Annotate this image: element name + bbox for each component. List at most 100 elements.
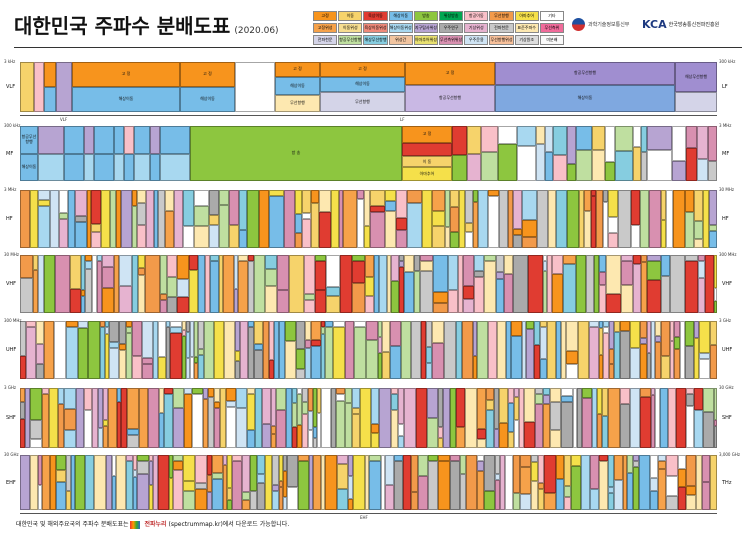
- allocation-cell: [603, 327, 609, 333]
- allocation-cell: [352, 408, 360, 414]
- allocation-cell: [686, 406, 694, 448]
- allocation-cell: [158, 455, 169, 510]
- allocation-cell: [647, 126, 672, 150]
- allocation-cell: [660, 388, 668, 448]
- allocation-cell: [102, 288, 114, 313]
- allocation-cell: [66, 321, 78, 327]
- allocation-cell: [540, 321, 547, 327]
- allocation-cell: [212, 455, 223, 473]
- allocation-cell: [420, 255, 433, 261]
- allocation-cell: [183, 190, 194, 226]
- allocation-cell: [543, 388, 550, 395]
- allocation-cell: [699, 359, 710, 379]
- allocation-cell: [658, 461, 666, 469]
- allocation-cell: [428, 461, 438, 510]
- allocation-cell: [30, 388, 42, 420]
- allocation-cell: [703, 388, 714, 412]
- allocation-cell: [325, 327, 333, 379]
- allocation-cell: [91, 224, 101, 232]
- allocation-cell: [498, 144, 517, 181]
- allocation-cell: [219, 190, 229, 205]
- allocation-cell: [556, 479, 564, 510]
- allocation-cell: [219, 205, 229, 248]
- allocation-cell: [226, 388, 236, 401]
- allocation-cell: [586, 255, 594, 313]
- allocation-cell: [448, 290, 458, 313]
- allocation-cell: [686, 495, 696, 510]
- allocation-cell: [247, 388, 255, 394]
- allocation-cell: [158, 357, 166, 379]
- allocation-cell: [44, 62, 56, 87]
- allocation-cell: [579, 190, 584, 248]
- allocation-cell: [333, 321, 345, 327]
- allocation-cell: [433, 303, 448, 313]
- allocation-cell: [207, 475, 212, 492]
- allocation-cell: [513, 493, 520, 510]
- allocation-cell: [474, 271, 484, 277]
- allocation-cell: [463, 299, 474, 313]
- allocation-cell: [116, 455, 126, 510]
- allocation-cell: [522, 321, 526, 379]
- allocation-cell: [254, 344, 263, 350]
- allocation-cell: [315, 261, 326, 290]
- allocation-cell: [651, 321, 655, 379]
- allocation-cell: [398, 436, 404, 448]
- allocation-cell: [38, 153, 64, 181]
- allocation-cell: [158, 190, 165, 248]
- allocation-cell: [20, 356, 26, 379]
- allocation-cell: [668, 388, 676, 448]
- allocation-cell: [627, 455, 633, 473]
- allocation-cell: [85, 455, 94, 510]
- allocation-cell: [536, 126, 545, 144]
- allocation-cell: [621, 255, 633, 261]
- allocation-cell: [56, 482, 66, 510]
- allocation-cell: [630, 348, 640, 379]
- allocation-cell: [428, 455, 438, 461]
- allocation-cell: [538, 483, 544, 489]
- allocation-cell: [703, 190, 709, 248]
- allocation-cell: [164, 388, 173, 394]
- allocation-cell: [535, 394, 543, 404]
- allocation-cell: [262, 388, 271, 424]
- allocation-cell: [649, 190, 661, 248]
- allocation-cell: 무선항행: [320, 92, 405, 112]
- allocation-cell: [78, 328, 88, 379]
- allocation-cell: [543, 261, 547, 271]
- allocation-cell: [348, 455, 353, 476]
- allocation-cell: [325, 455, 337, 510]
- legend-item: 전파천문: [489, 23, 514, 33]
- allocation-cell: [174, 190, 183, 248]
- allocation-cell: [132, 255, 138, 313]
- allocation-cell: [30, 439, 42, 448]
- allocation-cell: [56, 62, 72, 112]
- allocation-cell: [474, 277, 484, 313]
- allocation-cell: [166, 327, 170, 379]
- allocation-cell: [66, 455, 71, 491]
- allocation-cell: [495, 480, 500, 510]
- allocation-cell: [385, 455, 394, 485]
- allocation-cell: [703, 412, 714, 448]
- footer-text-before: 대한민국 및 해외주요국의 주파수 분배도표는: [16, 521, 129, 528]
- allocation-cell: 방 송: [190, 126, 402, 181]
- allocation-cell: [78, 321, 88, 328]
- allocation-cell: [666, 455, 678, 476]
- allocation-cell: [374, 255, 379, 313]
- allocation-cell: [184, 388, 192, 394]
- allocation-cell: [540, 327, 547, 359]
- allocation-cell: [114, 153, 124, 181]
- allocation-cell: [589, 321, 599, 327]
- allocation-cell: [674, 337, 680, 349]
- allocation-cell: [305, 340, 311, 348]
- allocation-cell: [142, 364, 153, 379]
- allocation-cell: [438, 388, 443, 427]
- allocation-cell: [371, 388, 379, 424]
- allocation-cell: [445, 227, 450, 248]
- allocation-cell: [340, 255, 352, 313]
- band-label-left: SHF: [6, 415, 16, 421]
- allocation-cell: [582, 398, 592, 448]
- allocation-cell: [508, 403, 514, 432]
- allocation-cell: [357, 190, 364, 199]
- allocation-cell: [160, 300, 167, 313]
- allocation-cell: [68, 190, 75, 248]
- allocation-cell: [650, 491, 658, 510]
